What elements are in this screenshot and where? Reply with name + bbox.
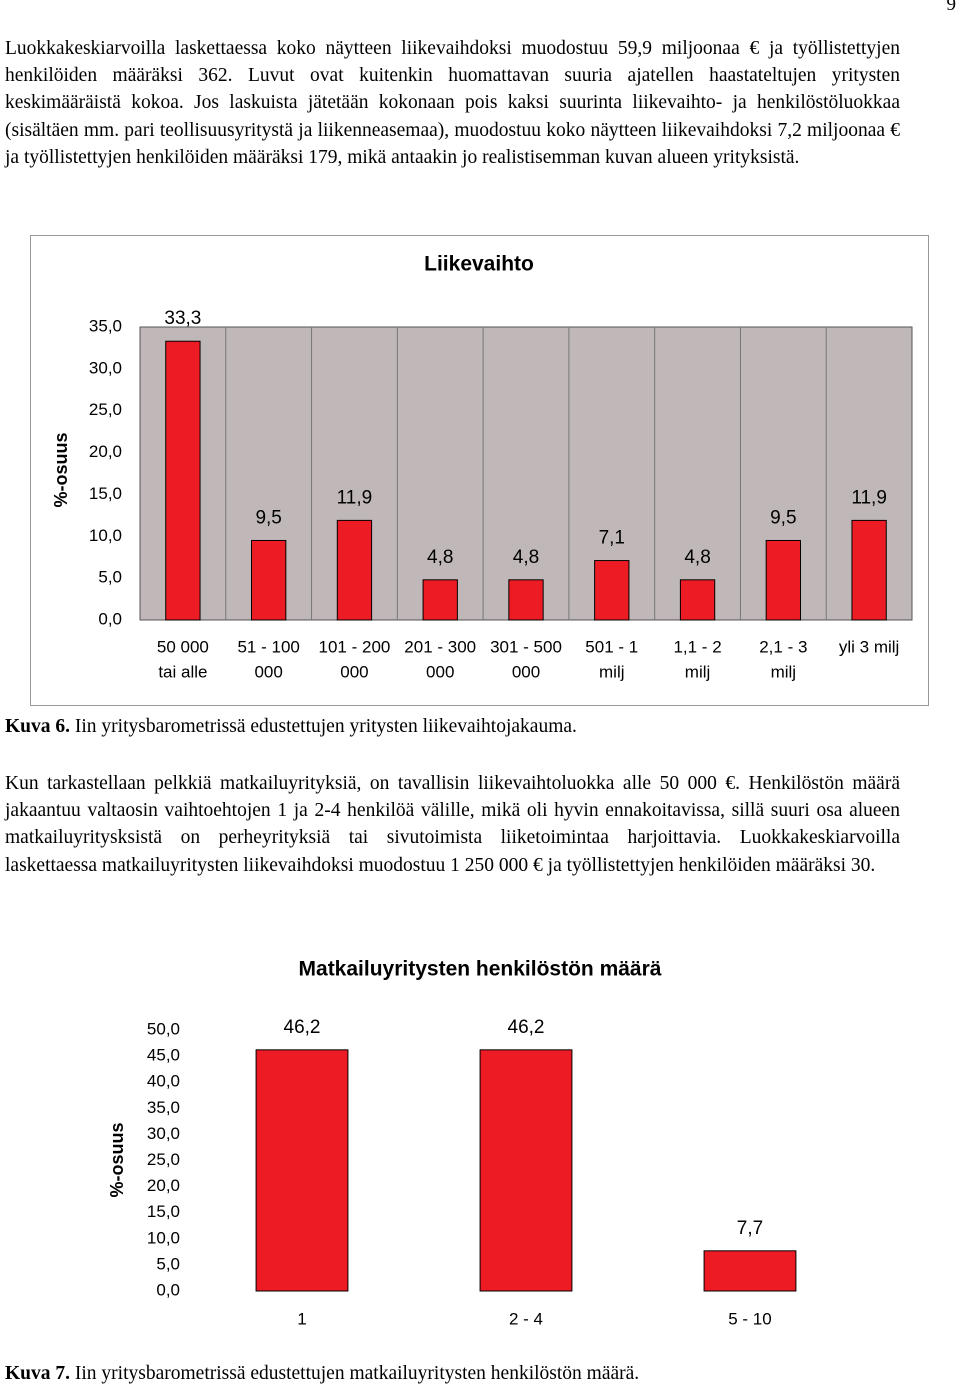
paragraph: Kun tarkastellaan pelkkiä matkailuyrityk… [5, 773, 900, 876]
value-label: 4,8 [427, 547, 453, 568]
y-tick-label: 0,0 [156, 1280, 180, 1299]
y-tick-label: 10,0 [147, 1228, 180, 1247]
caption-label: Kuva 7. [5, 1363, 71, 1384]
x-tick-label: 50 000 [157, 637, 209, 656]
y-tick-label: 35,0 [147, 1098, 180, 1117]
x-tick-label: milj [599, 662, 625, 681]
y-tick-label: 0,0 [98, 609, 122, 628]
caption-label: Kuva 6. [5, 716, 71, 737]
bar [165, 340, 201, 621]
y-tick-label: 30,0 [89, 358, 122, 377]
bar [765, 539, 801, 621]
bar [255, 1049, 349, 1292]
y-tick-label: 20,0 [147, 1176, 180, 1195]
bar [703, 1250, 797, 1292]
value-label: 46,2 [284, 1017, 321, 1038]
y-tick-label: 35,0 [89, 316, 122, 335]
x-tick-label: 1 [297, 1309, 306, 1328]
x-tick-label: 2,1 - 3 [759, 637, 807, 656]
x-tick-label: 101 - 200 [319, 637, 391, 656]
y-tick-label: 10,0 [89, 526, 122, 545]
chart: Liikevaihto %-osuus 0,0 5,0 10,0 15,0 20,0 25,0… [30, 235, 929, 706]
y-tick-label: 45,0 [147, 1046, 180, 1065]
value-label: 46,2 [508, 1017, 545, 1038]
y-tick-label: 5,0 [156, 1254, 180, 1273]
value-label: 7,7 [737, 1218, 763, 1239]
page-number: 9 [946, 0, 957, 15]
x-tick-label: 000 [340, 662, 368, 681]
x-tick-label: 000 [254, 662, 282, 681]
chart: Matkailuyritysten henkilöstön määrä %-osu… [107, 958, 797, 1328]
x-tick-label: yli 3 milj [839, 637, 899, 656]
chart-title: Matkailuyritysten henkilöstön määrä [299, 958, 662, 981]
x-tick-label: 5 - 10 [728, 1309, 771, 1328]
value-label: 9,5 [255, 507, 281, 528]
x-tick-label: tai alle [158, 662, 207, 681]
caption: Kuva 7. Iin yritysbarometrissä edustettu… [5, 1363, 639, 1385]
caption-text: Iin yritysbarometrissä edustettujen matk… [74, 1363, 640, 1384]
x-tick-label: 1,1 - 2 [673, 637, 721, 656]
bar [422, 579, 458, 621]
chart-title: Liikevaihto [424, 253, 534, 276]
bar [851, 519, 887, 621]
y-tick-label: 5,0 [98, 568, 122, 587]
bar [251, 539, 287, 621]
value-label: 4,8 [684, 547, 710, 568]
value-label: 11,9 [337, 487, 373, 508]
y-tick-label: 30,0 [147, 1124, 180, 1143]
value-label: 7,1 [599, 528, 625, 549]
caption: Kuva 6. Iin yritysbarometrissä edustettu… [5, 716, 577, 738]
y-tick-label: 25,0 [89, 400, 122, 419]
bar [508, 579, 544, 621]
x-tick-label: 51 - 100 [237, 637, 299, 656]
y-tick-label: 15,0 [89, 484, 122, 503]
bar [679, 579, 716, 621]
value-label: 9,5 [770, 507, 796, 528]
x-tick-label: 2 - 4 [509, 1309, 543, 1328]
y-tick-label: 50,0 [147, 1019, 180, 1038]
value-label: 11,9 [851, 487, 887, 508]
x-tick-label: milj [771, 662, 797, 681]
y-axis-label: %-osuus [51, 432, 71, 507]
x-tick-label: 000 [426, 662, 454, 681]
x-tick-label: milj [685, 662, 711, 681]
y-tick-label: 20,0 [89, 442, 122, 461]
y-tick-label: 25,0 [147, 1150, 180, 1169]
caption-text: Iin yritysbarometrissä edustettujen yrit… [74, 716, 577, 737]
x-tick-label: 501 - 1 [585, 637, 638, 656]
y-axis-label: %-osuus [107, 1122, 127, 1197]
x-tick-label: 301 - 500 [490, 637, 562, 656]
y-tick-label: 40,0 [147, 1072, 180, 1091]
y-tick-label: 15,0 [147, 1202, 180, 1221]
x-tick-label: 000 [512, 662, 540, 681]
chart-frame [30, 235, 929, 706]
x-tick-label: 201 - 300 [404, 637, 476, 656]
bar [479, 1049, 573, 1292]
bar [336, 519, 373, 621]
value-label: 4,8 [513, 547, 539, 568]
value-label: 33,3 [164, 308, 201, 329]
bar [594, 560, 630, 621]
paragraph: Luokkakeskiarvoilla laskettaessa koko nä… [5, 38, 900, 168]
